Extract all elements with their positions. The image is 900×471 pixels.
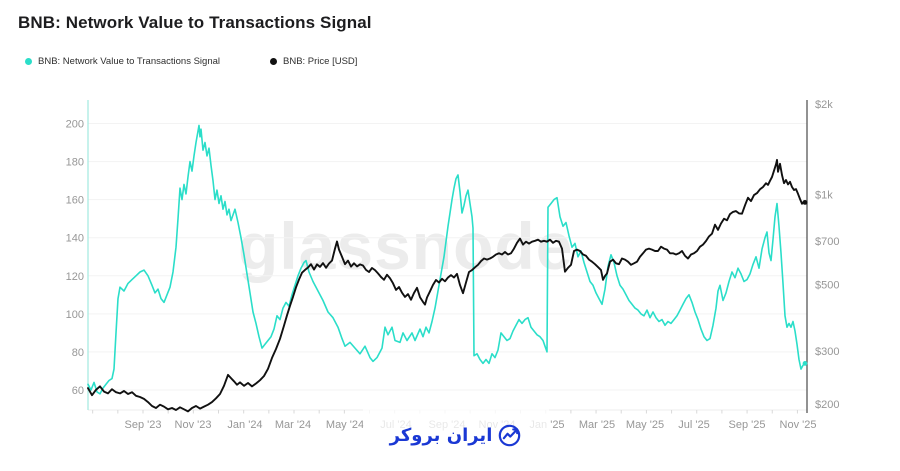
left-axis-tick-label: 120 [66,271,84,283]
brand-watermark: ایران بروکر [363,400,549,471]
price-endpoint-dot [802,200,808,205]
legend-label-price: BNB: Price [USD] [283,56,358,67]
right-axis-tick-label: $700 [815,236,839,248]
x-axis-tick-label: Sep '25 [729,419,766,431]
right-axis-tick-label: $200 [815,399,839,411]
left-axis-tick-label: 80 [72,347,84,359]
x-axis-tick-label: Nov '23 [175,419,212,431]
left-axis-tick-label: 100 [66,309,84,321]
price-line [87,158,806,413]
brand-name: ایران بروکر [389,425,493,446]
x-axis-tick-label: Mar '25 [579,419,615,431]
legend-item-nvt-signal[interactable]: BNB: Network Value to Transactions Signa… [25,56,220,67]
left-axis-tick-label: 160 [66,195,84,207]
nvt-series-dot-icon [25,58,32,65]
x-axis-tick-label: May '25 [626,419,664,431]
right-axis-tick-label: $1k [815,189,833,201]
legend-label-nvt-signal: BNB: Network Value to Transactions Signa… [38,56,220,67]
right-axis-tick-label: $2k [815,99,833,111]
left-axis-tick-label: 200 [66,119,84,131]
x-axis-tick-label: Sep '23 [125,419,162,431]
x-axis-tick-label: Nov '25 [780,419,817,431]
x-axis-tick-label: May '24 [326,419,364,431]
brand-lockup: ایران بروکر [390,423,523,448]
right-axis-tick-label: $300 [815,346,839,358]
x-axis-tick-label: Mar '24 [275,419,311,431]
left-axis-tick-label: 140 [66,233,84,245]
price-series-dot-icon [270,58,277,65]
right-axis-tick-label: $500 [815,280,839,292]
nvt-signal-endpoint-dot [802,361,808,366]
x-axis-tick-label: Jan '24 [227,419,262,431]
glassnode-watermark: glassnode [238,209,574,283]
legend-item-price[interactable]: BNB: Price [USD] [270,56,357,67]
x-axis-tick-label: Jul '25 [678,419,709,431]
page-title: BNB: Network Value to Transactions Signa… [18,13,372,32]
left-axis-tick-label: 180 [66,157,84,169]
brand-circle-arrow-icon [497,423,522,448]
nvt-signal-line [87,124,806,395]
left-axis-tick-label: 60 [72,385,84,397]
chart-legend: BNB: Network Value to Transactions Signa… [25,56,357,67]
